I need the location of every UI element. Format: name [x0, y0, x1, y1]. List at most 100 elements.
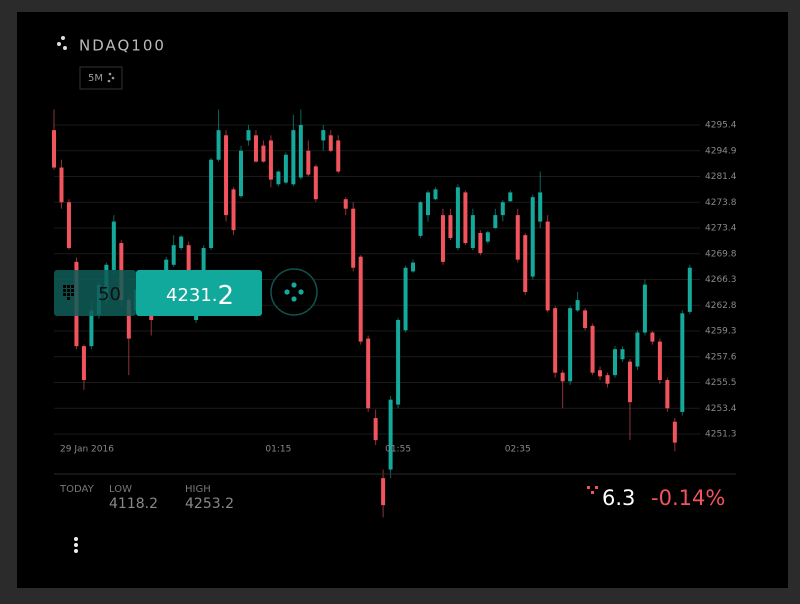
candle-body — [575, 300, 580, 311]
candle-body — [336, 140, 341, 172]
x-tick-label: 29 Jan 2016 — [60, 445, 114, 455]
candle-body — [568, 308, 573, 382]
candle-body — [530, 197, 535, 277]
candle-body — [396, 319, 401, 405]
high-label: HIGH — [185, 484, 211, 495]
candle-body — [81, 346, 86, 381]
candle-body — [620, 349, 625, 360]
candle-body — [306, 150, 311, 175]
y-tick-label: 4251.3 — [705, 430, 737, 440]
low-label: LOW — [109, 484, 132, 495]
high-value: 4253.2 — [185, 496, 234, 512]
quantity[interactable]: 50 — [98, 284, 121, 305]
candle-body — [657, 341, 662, 381]
x-tick-label: 02:35 — [505, 445, 531, 455]
candle-body — [560, 372, 565, 382]
candle-body — [448, 215, 453, 239]
y-tick-label: 4281.4 — [705, 172, 737, 182]
logo — [57, 36, 67, 50]
candle-body — [209, 159, 214, 249]
interval-button[interactable] — [79, 66, 123, 90]
candle-body — [216, 130, 221, 160]
y-tick-label: 4273.8 — [705, 198, 737, 208]
candle-body — [381, 478, 386, 506]
candle-body — [313, 166, 318, 200]
candle-body — [411, 262, 416, 272]
x-tick-label: 01:55 — [385, 445, 411, 455]
candle-body — [66, 202, 71, 249]
candle-body — [366, 338, 371, 409]
candle-body — [403, 267, 408, 331]
candle-body — [373, 418, 378, 441]
candle-body — [224, 135, 229, 216]
keypad-icon[interactable] — [63, 285, 74, 300]
candle-body — [485, 232, 490, 242]
menu-button[interactable] — [74, 537, 78, 553]
y-tick-label: 4257.6 — [705, 352, 737, 362]
candle-body — [455, 187, 460, 249]
interval-icon — [107, 72, 115, 83]
candle-body — [351, 208, 356, 268]
change-pct: -0.14% — [651, 486, 725, 510]
candle-body — [201, 248, 206, 290]
candle-body — [298, 125, 303, 178]
candle-body — [186, 245, 191, 275]
symbol: NDAQ100 — [79, 37, 166, 55]
candle-body — [545, 221, 550, 311]
action-button[interactable] — [270, 268, 318, 316]
candle-body — [231, 189, 236, 231]
y-tick-label: 4255.5 — [705, 378, 737, 388]
period-label: TODAY — [59, 484, 95, 495]
candle-body — [635, 332, 640, 367]
candle-body — [463, 192, 468, 244]
candle-body — [276, 171, 281, 185]
down-icon — [587, 486, 598, 494]
candle-body — [253, 135, 258, 162]
candle-body — [89, 310, 94, 347]
candle-body — [358, 256, 363, 342]
candle-body — [291, 130, 296, 185]
quantity-box[interactable] — [54, 270, 136, 316]
action-icon[interactable] — [284, 282, 304, 302]
change: 6.3 — [602, 486, 635, 510]
candle-body — [642, 284, 647, 333]
candle-body — [261, 145, 266, 162]
y-tick-label: 4259.3 — [705, 327, 737, 337]
candle-body — [515, 215, 520, 260]
candle-body — [433, 189, 438, 200]
candle-body — [328, 135, 333, 151]
candle-body — [52, 130, 56, 168]
candle-body — [321, 130, 326, 141]
interval-label[interactable]: 5M — [88, 73, 103, 84]
x-tick-label: 01:15 — [265, 445, 291, 455]
price-last: 2 — [218, 281, 235, 311]
candle-body — [523, 235, 528, 293]
candle-body — [672, 421, 677, 443]
candle-body — [538, 192, 543, 222]
candle-body — [470, 215, 475, 249]
candle-body — [388, 399, 393, 470]
candle-body — [283, 154, 288, 183]
y-tick-label: 4269.8 — [705, 249, 737, 259]
y-tick-label: 4266.3 — [705, 275, 737, 285]
candle-body — [246, 130, 251, 141]
candle-body — [239, 150, 243, 197]
candle-body — [111, 221, 116, 270]
candle-body — [650, 332, 655, 342]
candle-body — [598, 370, 603, 377]
candle-body — [687, 267, 692, 312]
order-widget: 50 4231.2 — [54, 268, 318, 316]
price[interactable]: 4231.2 — [166, 281, 234, 311]
candle-body — [605, 375, 610, 384]
candle-body — [164, 259, 169, 275]
candle-body — [440, 215, 445, 262]
candle-body — [343, 199, 348, 209]
candle-body — [500, 202, 505, 216]
candle-body — [627, 361, 632, 403]
y-tick-label: 4262.8 — [705, 301, 737, 311]
candle-body — [126, 300, 131, 339]
candle-body — [426, 192, 430, 216]
price-box[interactable] — [136, 270, 262, 316]
